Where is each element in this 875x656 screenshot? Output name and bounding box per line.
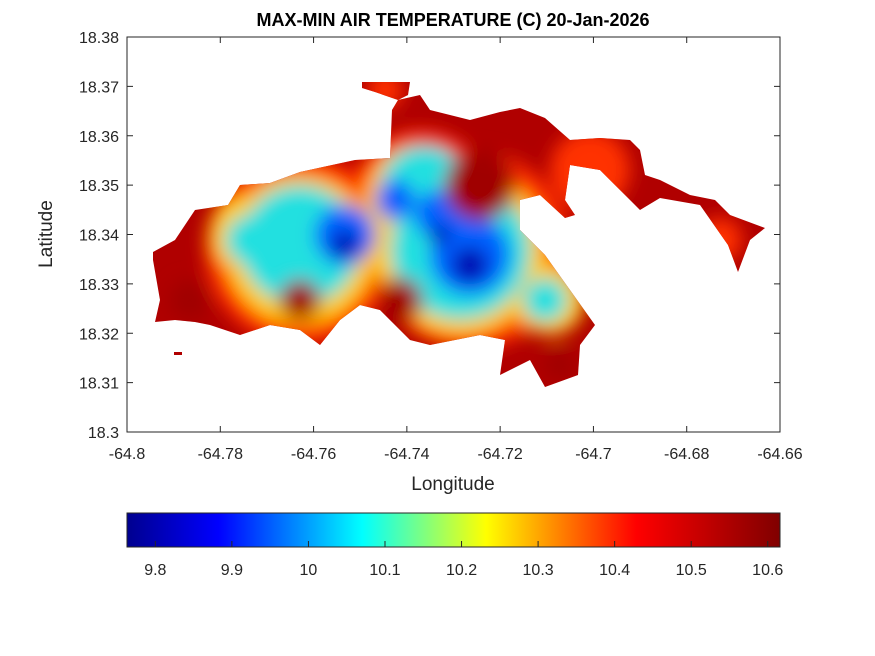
x-axis-label: Longitude: [411, 474, 494, 495]
y-tick-label: 18.3: [88, 425, 119, 442]
y-tick-label: 18.32: [79, 326, 119, 343]
heat-cell: [545, 350, 575, 380]
colorbar-tick-label: 10.4: [599, 562, 630, 579]
heat-cell: [445, 150, 515, 220]
colorbar-tick-label: 10.6: [752, 562, 783, 579]
heat-cell: [170, 280, 210, 320]
heat-cell: [375, 180, 415, 220]
x-tick-label: -64.76: [291, 446, 336, 463]
x-tick-label: -64.66: [757, 446, 802, 463]
x-tick-label: -64.7: [575, 446, 612, 463]
heat-cell: [523, 278, 567, 322]
heat-cell: [280, 280, 320, 320]
heat-cell: [452, 247, 488, 283]
heat-cell: [225, 215, 275, 265]
heat-cell: [331, 231, 359, 259]
y-tick-label: 18.37: [79, 79, 119, 96]
y-tick-label: 18.36: [79, 129, 119, 146]
x-tick-label: -64.8: [109, 446, 146, 463]
x-tick-label: -64.72: [477, 446, 522, 463]
colorbar-tick-label: 9.9: [221, 562, 243, 579]
colorbar-ticks: 9.8 9.9 10 10.1 10.2 10.3 10.4 10.5 10.6: [144, 541, 783, 579]
colorbar-tick-label: 10.5: [676, 562, 707, 579]
heat-cell: [430, 225, 450, 245]
colorbar-tick-label: 10.3: [523, 562, 554, 579]
colorbar-tick-label: 10: [300, 562, 318, 579]
y-axis: 18.3 18.31 18.32 18.33 18.34 18.35 18.36 18.37 1…: [79, 30, 780, 442]
chart-title: MAX-MIN AIR TEMPERATURE (C) 20-Jan-2026: [256, 10, 649, 30]
x-tick-label: -64.78: [198, 446, 243, 463]
colorbar: [126, 512, 781, 548]
y-tick-label: 18.38: [79, 30, 119, 47]
y-tick-label: 18.34: [79, 228, 119, 245]
y-tick-label: 18.31: [79, 376, 119, 393]
x-axis: -64.8 -64.78 -64.76 -64.74 -64.72 -64.7 -64.68…: [109, 37, 803, 463]
colorbar-tick-label: 9.8: [144, 562, 166, 579]
colorbar-tick-label: 10.2: [446, 562, 477, 579]
heat-cell: [378, 278, 422, 322]
x-tick-label: -64.74: [384, 446, 429, 463]
y-tick-label: 18.35: [79, 178, 119, 195]
y-tick-label: 18.33: [79, 277, 119, 294]
x-tick-label: -64.68: [664, 446, 709, 463]
colorbar-tick-label: 10.1: [369, 562, 400, 579]
y-axis-label: Latitude: [36, 200, 57, 268]
